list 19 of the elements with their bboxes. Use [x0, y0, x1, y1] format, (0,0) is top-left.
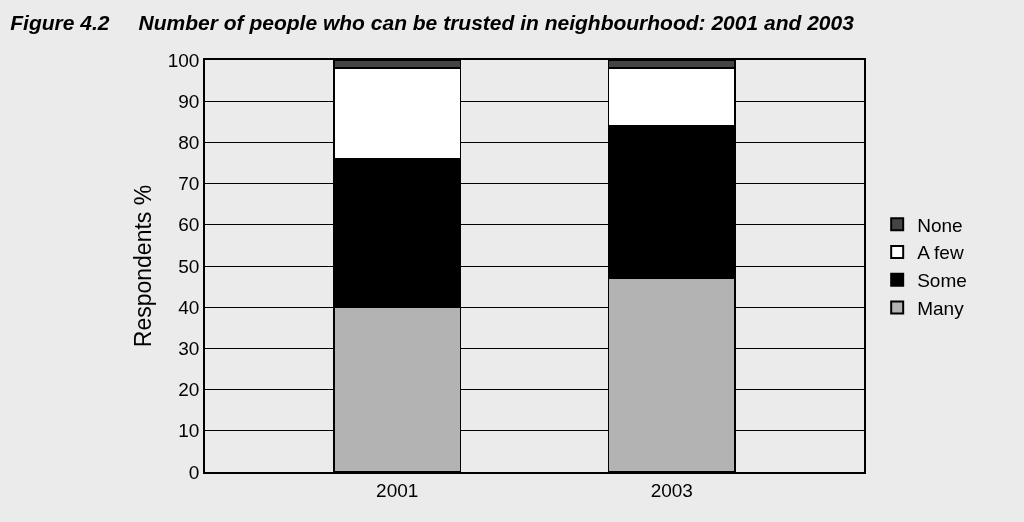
- y-tick-label: 100: [167, 49, 200, 71]
- y-tick-label: 90: [178, 90, 200, 112]
- y-tick-label: 60: [178, 214, 200, 236]
- x-tick-label: 2001: [376, 479, 419, 501]
- y-tick-label: 40: [178, 296, 200, 318]
- y-tick-label: 20: [178, 379, 200, 401]
- chart-title: Figure 4.2 Number of people who can be trusted in neighbourhood: 2001 and 2003: [10, 11, 855, 35]
- y-tick-label: 10: [178, 420, 200, 442]
- y-tick-label: 50: [178, 255, 200, 277]
- legend-label: A few: [917, 242, 964, 264]
- legend-label: Some: [917, 270, 967, 292]
- y-tick-label: 80: [178, 132, 200, 154]
- y-tick-label: 30: [178, 338, 200, 360]
- y-axis-title: Respondents %: [129, 184, 156, 348]
- x-tick-label: 2003: [650, 479, 693, 501]
- legend-label: None: [917, 214, 963, 236]
- y-tick-label: 0: [188, 461, 200, 483]
- legend-label: Many: [917, 297, 965, 319]
- y-tick-label: 70: [178, 173, 200, 195]
